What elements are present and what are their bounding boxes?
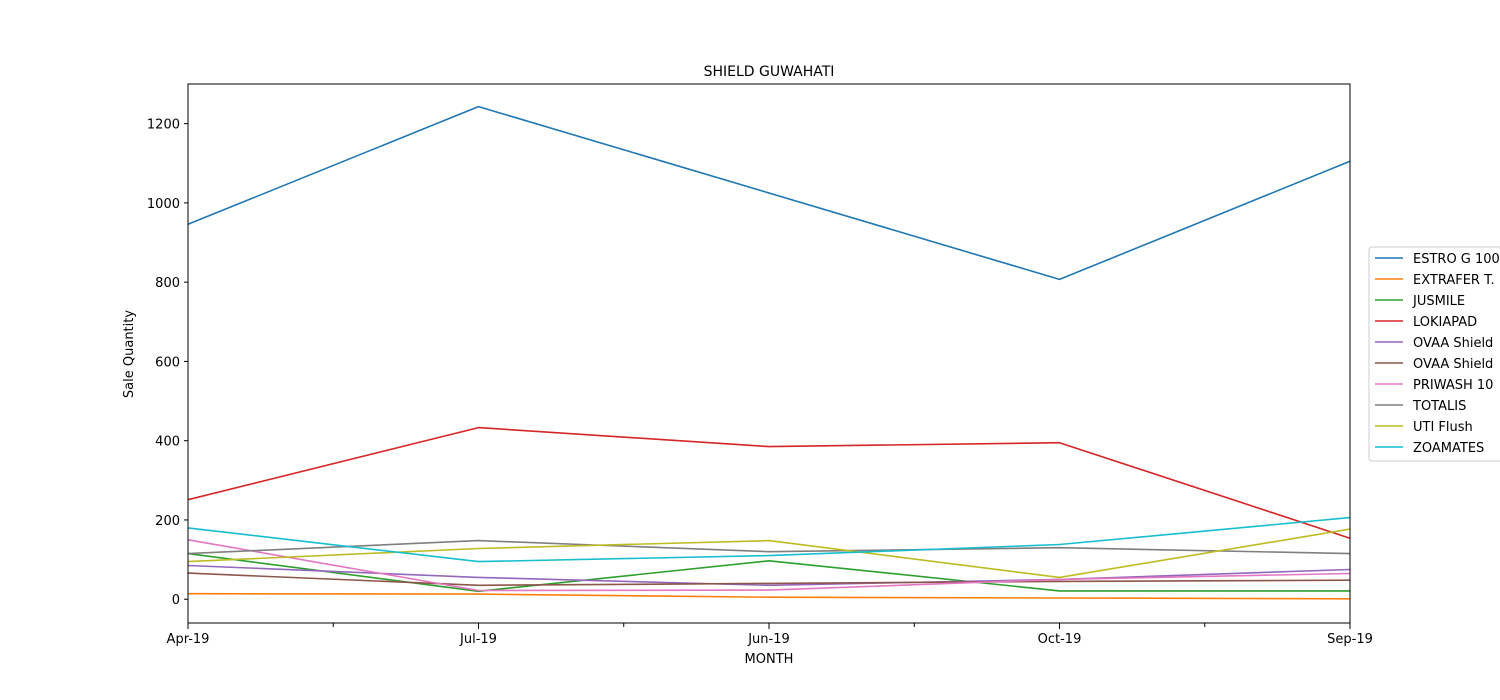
legend: ESTRO G 100 EXTRAFER T. JUSMILE LOKIAPAD OVA… <box>1368 246 1500 462</box>
x-tick-label: Oct-19 <box>1038 632 1082 647</box>
axes: 0 200 400 600 800 1000 1200 Apr-19 Jul-19 Jun-19 O… <box>147 118 1373 647</box>
legend-entry: LOKIAPAD <box>1413 315 1477 330</box>
legend-entry: OVAA Shield <box>1413 336 1493 351</box>
series-line <box>187 592 1351 600</box>
chart-title: SHIELD GUWAHATI <box>704 64 835 80</box>
series-line <box>187 572 1351 587</box>
legend-entry: JUSMILE <box>1412 294 1465 309</box>
series-line <box>187 105 1351 281</box>
plot-frame <box>187 83 1351 624</box>
y-tick-label: 0 <box>172 593 180 608</box>
y-tick-label: 1200 <box>147 118 180 133</box>
y-tick-label: 400 <box>155 435 180 450</box>
legend-entry: OVAA Shield <box>1413 357 1493 372</box>
y-axis-label: Sale Quantity <box>122 310 137 398</box>
series-line <box>187 539 1351 555</box>
x-axis-label: MONTH <box>745 652 794 667</box>
series-line <box>187 564 1351 587</box>
legend-entry: TOTALIS <box>1412 399 1466 414</box>
series-line <box>187 528 1351 579</box>
legend-entry: ZOAMATES <box>1413 441 1484 456</box>
series-line <box>187 426 1351 539</box>
y-tick-label: 1000 <box>147 197 180 212</box>
x-tick-label: Sep-19 <box>1327 632 1373 647</box>
series-line <box>187 516 1351 563</box>
x-tick-label: Jun-19 <box>747 632 790 647</box>
legend-entry: PRIWASH 10 <box>1413 378 1493 393</box>
series-line <box>187 552 1350 593</box>
y-tick-label: 600 <box>155 355 180 370</box>
y-tick-label: 200 <box>155 514 180 529</box>
series-line <box>187 539 1351 592</box>
legend-entry: EXTRAFER T. <box>1413 273 1495 288</box>
legend-entry: UTI Flush <box>1413 420 1473 435</box>
legend-entry: ESTRO G 100 <box>1413 252 1500 267</box>
x-tick-label: Jul-19 <box>459 632 497 647</box>
y-tick-label: 800 <box>155 276 180 291</box>
plot-area <box>187 105 1351 600</box>
x-tick-label: Apr-19 <box>167 632 210 647</box>
